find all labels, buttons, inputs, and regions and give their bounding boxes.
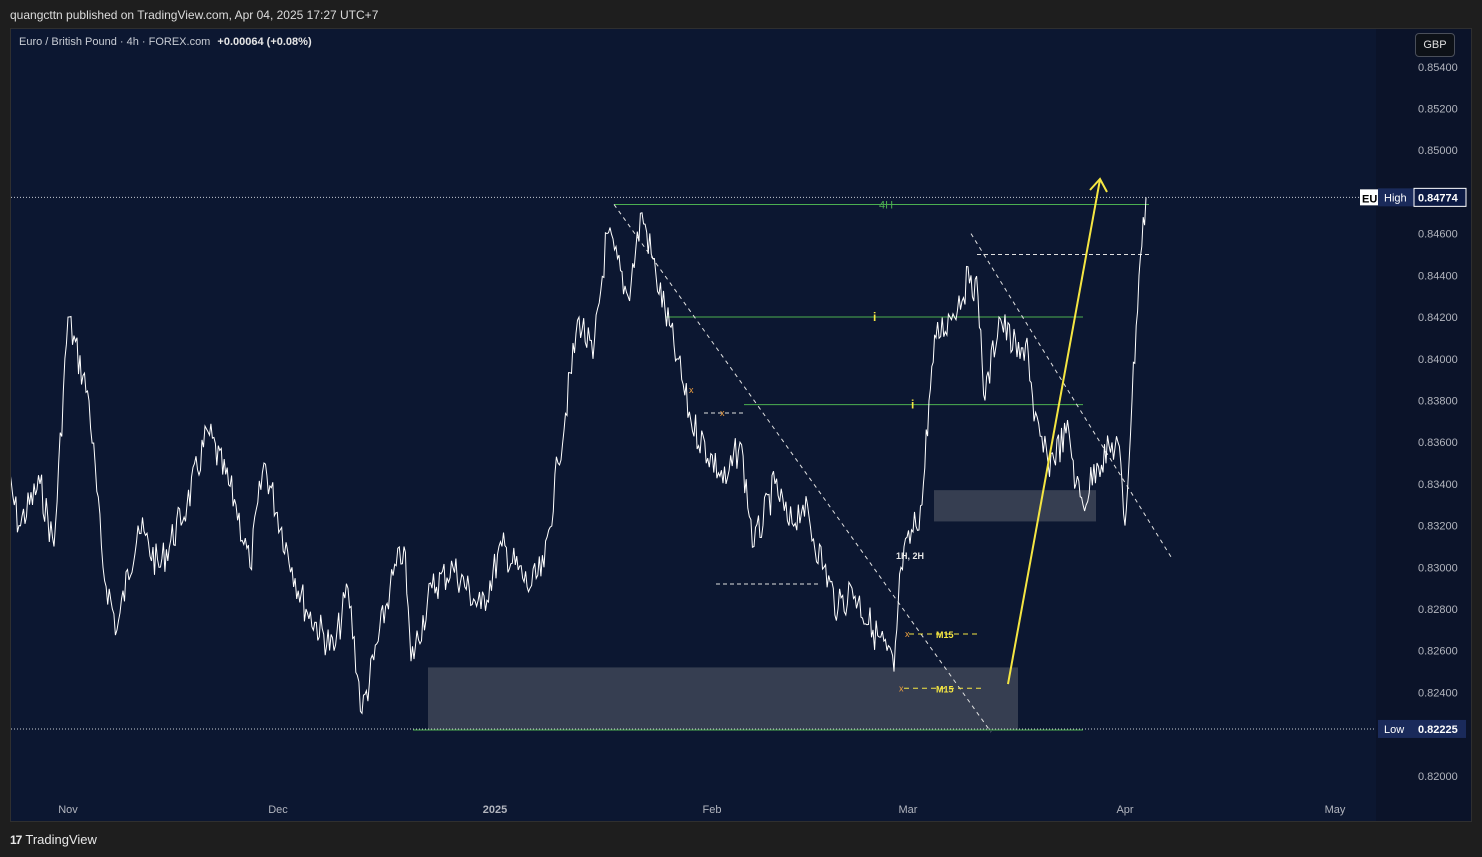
projection-arrow-shaft (1007, 179, 1101, 685)
y-tick-label-10: 0.83200 (1418, 521, 1458, 533)
y-tick-label-0: 0.85400 (1418, 62, 1458, 74)
x-tick-label-4: Mar (899, 804, 918, 816)
low-badge (1378, 719, 1466, 738)
tradingview-logo-text: TradingView (25, 832, 97, 847)
publish-info: quangcttn published on TradingView.com, … (10, 8, 379, 22)
label-m15-lower: M15 (936, 684, 954, 694)
y-tick-label-13: 0.82600 (1418, 646, 1458, 658)
y-tick-label-3: 0.84600 (1418, 229, 1458, 241)
y-tick-label-7: 0.83800 (1418, 395, 1458, 407)
y-tick-label-14: 0.82400 (1418, 687, 1458, 699)
symbol-short-badge (1360, 189, 1378, 206)
label-4h: 4H (879, 199, 893, 211)
label-i-lower: i (911, 398, 914, 412)
x-tick-label-1: Dec (268, 804, 288, 816)
y-tick-label-6: 0.84000 (1418, 354, 1458, 366)
demand-zone-upper (934, 490, 1096, 522)
high-badge-label: High (1384, 192, 1407, 204)
low-badge-value: 0.82225 (1418, 724, 1458, 736)
currency-button[interactable]: GBP (1415, 33, 1455, 57)
y-tick-label-15: 0.82000 (1418, 771, 1458, 783)
x-tick-label-2: 2025 (483, 804, 507, 816)
x-tick-label-0: Nov (58, 804, 78, 816)
x-mark-2: x (720, 408, 725, 418)
symbol-legend: Euro / British Pound · 4h · FOREX.com +0… (19, 36, 312, 48)
high-value-badge (1413, 187, 1467, 207)
y-tick-label-11: 0.83000 (1418, 562, 1458, 574)
label-m15-upper: M15 (936, 630, 954, 640)
demand-zone-lower (428, 667, 1018, 730)
price-scale-background (1376, 29, 1471, 821)
y-tick-label-2: 0.85000 (1418, 145, 1458, 157)
projection-arrow-head-icon (1089, 177, 1108, 193)
y-tick-label-5: 0.84200 (1418, 312, 1458, 324)
price-chart[interactable]: 4H i i 1H, 2H M15 M15 x x x x 0.85400 0.85200 0.8500… (11, 29, 1471, 821)
y-tick-label-1: 0.85200 (1418, 104, 1458, 116)
symbol-short-label: EU (1362, 193, 1377, 205)
footer: 17 TradingView (0, 822, 1482, 857)
publish-header: quangcttn published on TradingView.com, … (0, 0, 1482, 28)
y-tick-label-4: 0.84400 (1418, 270, 1458, 282)
price-change: +0.00064 (+0.08%) (217, 36, 312, 48)
label-1h-2h: 1H, 2H (896, 551, 924, 561)
chart-panel[interactable]: 4H i i 1H, 2H M15 M15 x x x x 0.85400 0.85200 0.8500… (10, 28, 1472, 822)
high-badge-value: 0.84774 (1418, 192, 1459, 204)
symbol-title: Euro / British Pound · 4h · FOREX.com (19, 36, 211, 48)
tradingview-mark-icon: 17 (10, 833, 22, 847)
y-tick-label-12: 0.82800 (1418, 604, 1458, 616)
x-mark-4: x (905, 629, 910, 639)
label-i-upper: i (873, 310, 876, 324)
y-tick-label-8: 0.83600 (1418, 437, 1458, 449)
x-mark-3: x (899, 683, 904, 693)
tradingview-logo[interactable]: 17 TradingView (10, 832, 97, 847)
x-tick-label-6: May (1325, 804, 1346, 816)
x-tick-label-5: Apr (1116, 804, 1133, 816)
price-series-line (11, 197, 1147, 715)
y-tick-label-9: 0.83400 (1418, 479, 1458, 491)
low-badge-label: Low (1384, 724, 1404, 736)
x-mark-1: x (689, 385, 694, 395)
x-tick-label-3: Feb (703, 804, 722, 816)
